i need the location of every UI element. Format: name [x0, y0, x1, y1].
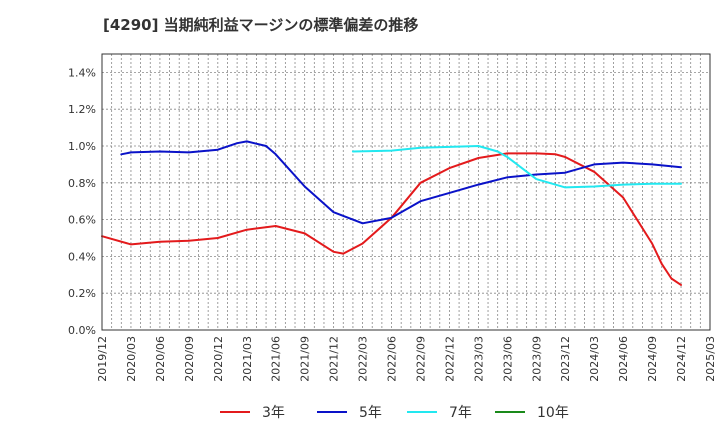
series-line [351, 145, 682, 189]
chart-title: [4290] 当期純利益マージンの標準偏差の推移 [103, 16, 419, 34]
x-axis-ticks: 2019/12 2020/03 2020/06 2020/09 2020/12 2021/… [96, 336, 717, 382]
legend: 3年 5年 7年 10年 [220, 405, 569, 421]
y-tick-label: 0.4% [68, 250, 96, 263]
series-lines [101, 140, 682, 286]
legend-label: 5年 [359, 405, 382, 421]
x-tick-label: 2021/06 [270, 336, 283, 382]
legend-label: 3年 [262, 405, 285, 421]
x-tick-label: 2023/09 [530, 336, 543, 382]
y-tick-label: 1.2% [68, 103, 96, 116]
x-tick-label: 2025/03 [704, 336, 717, 382]
x-tick-label: 2019/12 [96, 336, 109, 382]
y-tick-label: 0.2% [68, 287, 96, 300]
x-tick-label: 2024/09 [646, 336, 659, 382]
y-tick-label: 0.0% [68, 324, 96, 337]
x-tick-label: 2021/09 [299, 336, 312, 382]
x-tick-label: 2024/12 [675, 336, 688, 382]
x-tick-label: 2024/06 [617, 336, 630, 382]
x-tick-label: 2024/03 [588, 336, 601, 382]
plot-frame [101, 53, 711, 331]
x-tick-label: 2023/03 [472, 336, 485, 382]
y-tick-label: 1.0% [68, 140, 96, 153]
x-tick-label: 2020/09 [183, 336, 196, 382]
y-tick-label: 0.6% [68, 214, 96, 227]
x-tick-label: 2020/06 [154, 336, 167, 382]
y-tick-label: 0.8% [68, 177, 96, 190]
legend-label: 10年 [537, 405, 569, 421]
series-line [101, 152, 682, 286]
x-tick-label: 2022/06 [386, 336, 399, 382]
y-axis-ticks: 0.0% 0.2% 0.4% 0.6% 0.8% 1.0% 1.2% 1.4% [68, 66, 96, 337]
grid-lines [102, 54, 710, 330]
x-tick-label: 2023/06 [501, 336, 514, 382]
x-tick-label: 2021/03 [241, 336, 254, 382]
legend-label: 7年 [449, 405, 472, 421]
x-tick-label: 2023/12 [559, 336, 572, 382]
x-tick-label: 2021/12 [328, 336, 341, 382]
x-tick-label: 2022/12 [443, 336, 456, 382]
x-tick-label: 2020/12 [212, 336, 225, 382]
x-tick-label: 2020/03 [125, 336, 138, 382]
y-tick-label: 1.4% [68, 66, 96, 79]
series-line [120, 140, 682, 225]
x-tick-label: 2022/03 [357, 336, 370, 382]
x-tick-label: 2022/09 [414, 336, 427, 382]
